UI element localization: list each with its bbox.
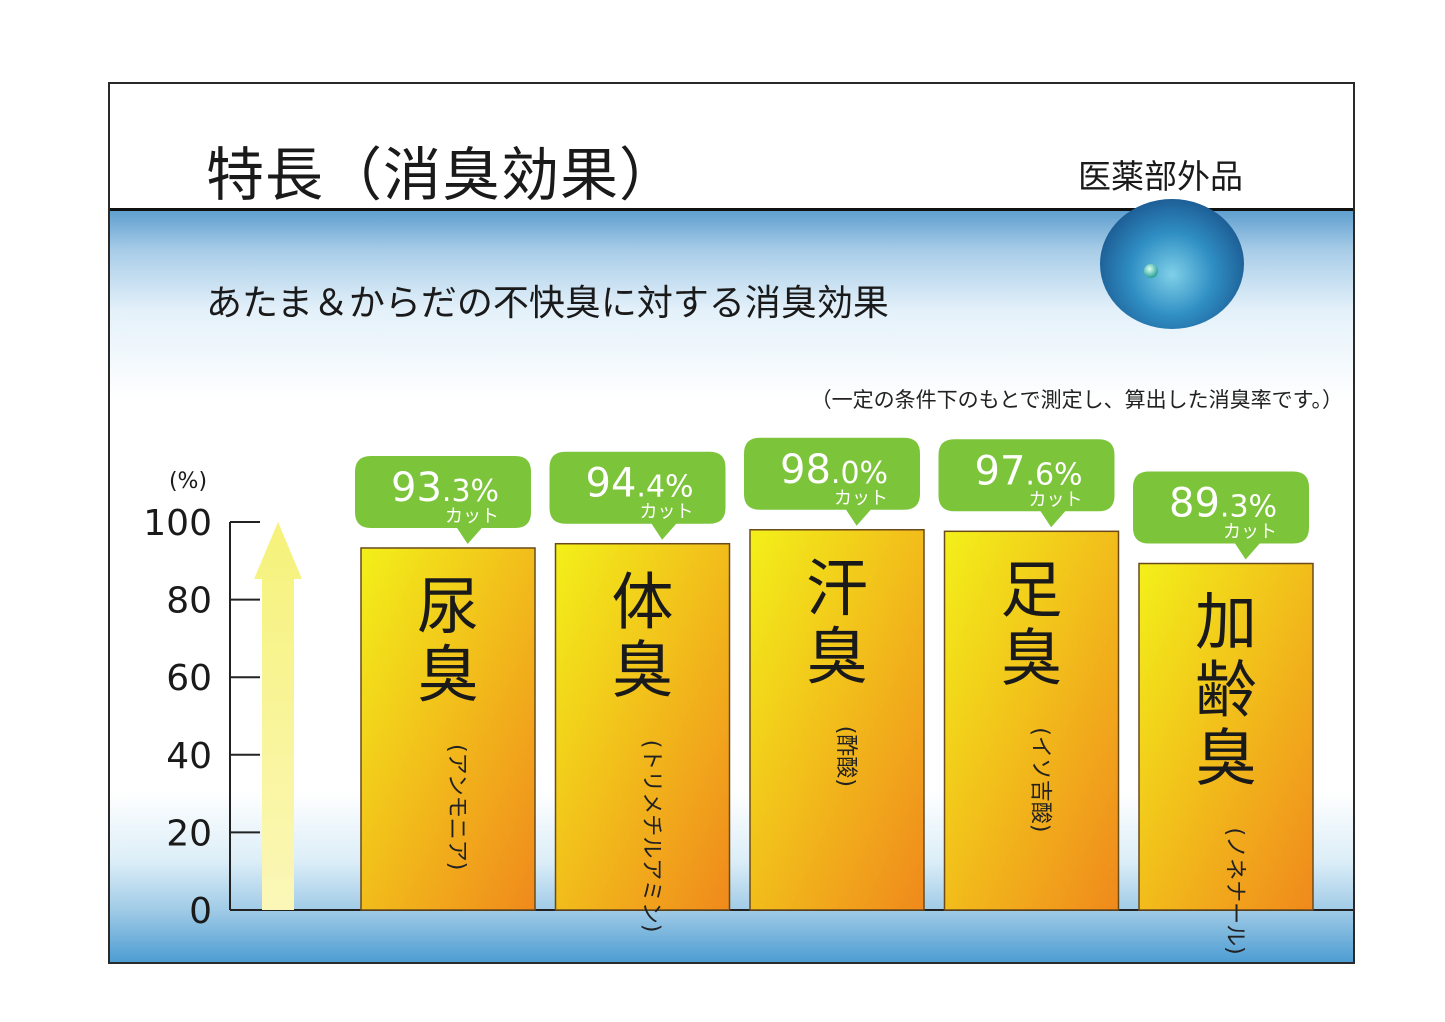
cut-label: カット — [1029, 489, 1083, 510]
bar-name-char: 臭 — [806, 620, 868, 693]
cut-label: カット — [1223, 522, 1277, 543]
header-divider — [110, 208, 1353, 211]
deodorant-bar-chart: 020406080100(%)尿臭(アンモニア)93.3%カット体臭(トリメチル… — [143, 437, 1353, 955]
bar-name-char: 体 — [611, 566, 673, 639]
bar-name-char: 足 — [1000, 553, 1062, 626]
bar-2 — [554, 542, 731, 911]
bar-name-char: 臭 — [1000, 621, 1062, 694]
bar-3 — [749, 529, 925, 911]
quasi-drug-badge: 医薬部外品 — [1078, 157, 1243, 196]
value-dec: .4% — [636, 470, 693, 505]
cut-label: カット — [640, 502, 694, 523]
bar-name-char: 齢 — [1195, 654, 1257, 727]
value-int: 97 — [975, 448, 1026, 494]
measurement-note: （一定の条件下のもとで測定し、算出した消臭率です。） — [810, 388, 1343, 412]
cut-label: カット — [445, 506, 499, 527]
bar-name-char: 汗 — [806, 552, 868, 625]
value-callout — [1133, 471, 1309, 560]
value-callout — [744, 437, 920, 526]
slide-frame: 特長（消臭効果） 医薬部外品 あたま＆からだの不快臭に対する消臭効果 （一定の条… — [108, 82, 1355, 964]
y-axis-unit-label: (%) — [169, 469, 207, 494]
value-label: 94.4% — [586, 461, 694, 507]
y-tick-label: 100 — [143, 503, 212, 544]
y-tick-label: 20 — [166, 813, 212, 854]
bar-4 — [943, 530, 1120, 911]
water-bead-icon — [1144, 264, 1158, 278]
value-label: 93.3% — [391, 465, 499, 511]
bar-name-char: 加 — [1195, 586, 1257, 659]
value-label: 89.3% — [1169, 481, 1277, 527]
page-title: 特長（消臭効果） — [206, 141, 679, 209]
bar-sub-label: (酢酸) — [833, 726, 858, 787]
bar-name-char: 臭 — [611, 634, 673, 707]
value-dec: .3% — [1220, 490, 1277, 525]
y-tick-label: 0 — [189, 891, 212, 932]
bar-sub-label: (イソ吉酸) — [1028, 727, 1053, 832]
bar-sub-label: (ノネナール) — [1222, 828, 1247, 955]
cut-label: カット — [834, 488, 888, 509]
value-label: 98.0% — [780, 447, 888, 493]
value-callout — [355, 455, 531, 544]
bar-name-char: 臭 — [417, 638, 479, 711]
value-int: 94 — [586, 461, 637, 507]
water-drop-icon — [1100, 199, 1244, 329]
value-int: 93 — [391, 465, 442, 511]
value-dec: .0% — [831, 456, 888, 491]
bar-sub-label: (トリメチルアミン) — [639, 740, 664, 933]
value-callout — [938, 439, 1115, 528]
value-int: 98 — [780, 447, 831, 493]
bar-name-char: 尿 — [417, 570, 479, 643]
value-int: 89 — [1169, 481, 1220, 527]
y-tick-label: 40 — [166, 736, 212, 777]
value-callout — [549, 451, 726, 540]
y-tick-label: 80 — [166, 581, 212, 622]
value-dec: .3% — [442, 474, 499, 509]
up-arrow-icon — [254, 522, 302, 910]
bar-name-char: 臭 — [1195, 722, 1257, 795]
bar-sub-label: (アンモニア) — [444, 744, 469, 870]
bar-5 — [1138, 562, 1314, 911]
y-tick-label: 60 — [166, 658, 212, 699]
chart-subtitle: あたま＆からだの不快臭に対する消臭効果 — [206, 283, 889, 324]
value-label: 97.6% — [975, 448, 1083, 494]
bar-1 — [360, 547, 536, 911]
value-dec: .6% — [1025, 457, 1082, 492]
